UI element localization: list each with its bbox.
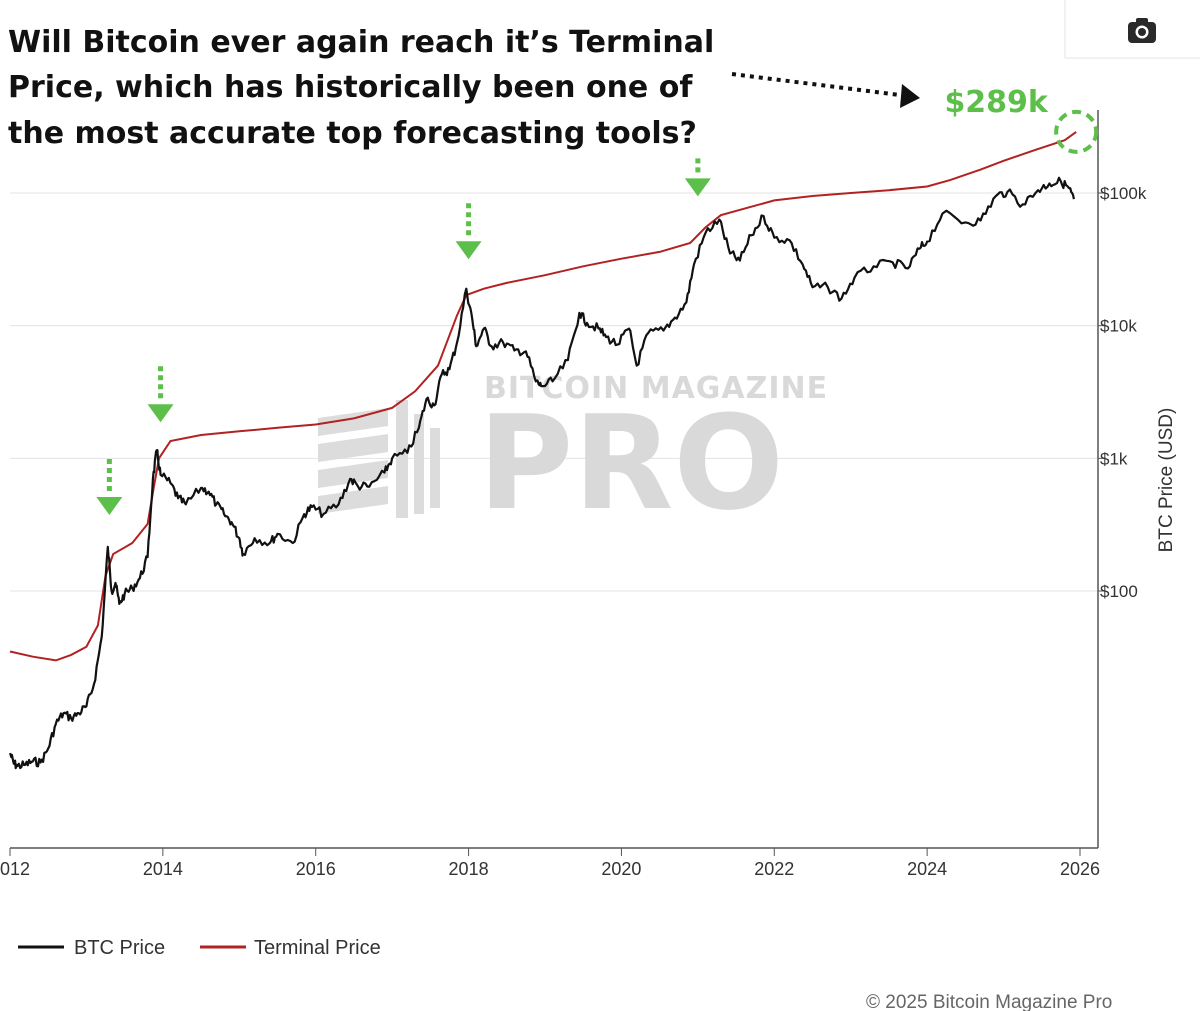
watermark-line2: PRO [478,387,784,539]
watermark: BITCOIN MAGAZINE PRO [318,371,828,539]
peak-arrow-icon [455,203,482,260]
x-tick-label: 2022 [754,859,794,879]
x-tick-label: 2012 [0,859,30,879]
target-annotation: $289k [944,85,1099,154]
legend-label-terminal-price: Terminal Price [254,937,381,959]
title-line-3: the most accurate top forecasting tools? [8,116,697,151]
y-tick-label: $100k [1100,184,1147,203]
arrow-shaft [731,72,901,97]
y-axis-label: BTC Price (USD) [1156,408,1177,553]
x-tick-label: 2016 [296,859,336,879]
x-tick-label: 2018 [449,859,489,879]
x-tick-label: 2026 [1060,859,1100,879]
peak-arrow-icon [147,366,174,423]
y-axis-ticks: $100 $1k $10k $100k [1098,184,1147,601]
title-line-1: Will Bitcoin ever again reach it’s Termi… [8,25,714,60]
camera-icon[interactable] [1128,18,1156,43]
series-line-btc-price [8,176,1075,770]
target-circle [1054,109,1099,154]
copyright: © 2025 Bitcoin Magazine Pro [866,992,1112,1011]
axes [10,110,1099,849]
x-tick-label: 2020 [601,859,641,879]
y-tick-label: $1k [1100,449,1128,468]
target-price-label: $289k [944,85,1048,120]
arrow-head-icon [900,84,920,108]
gridlines [10,192,1098,592]
x-tick-label: 2014 [143,859,183,879]
peak-arrow-icon [96,459,123,516]
y-tick-label: $100 [1100,582,1138,601]
series-line-terminal-price [9,131,1077,662]
peak-arrow-icon [684,140,711,197]
peak-markers [96,140,711,516]
title-line-2: Price, which has historically been one o… [8,70,693,105]
legend-label-btc-price: BTC Price [74,937,165,959]
x-axis-ticks: 2012 2014 2016 2018 2020 2022 2024 2026 [0,848,1100,879]
chart-title: Will Bitcoin ever again reach it’s Termi… [0,0,714,158]
toolbar [1064,0,1200,59]
legend-item-terminal-price[interactable]: Terminal Price [200,937,381,959]
legend-item-btc-price[interactable]: BTC Price [18,937,165,959]
watermark-line1: BITCOIN MAGAZINE [484,371,828,406]
dotted-arrow [731,72,920,108]
y-tick-label: $10k [1100,317,1137,336]
legend: BTC Price Terminal Price [18,937,381,959]
x-tick-label: 2024 [907,859,947,879]
